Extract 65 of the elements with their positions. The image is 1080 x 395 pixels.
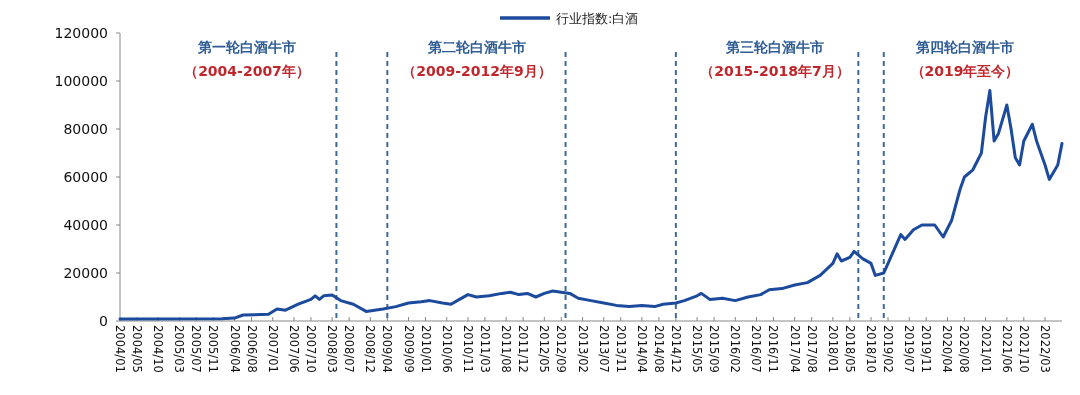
x-tick-label: 2006/04 <box>227 325 242 373</box>
x-tick-label: 2015/05 <box>690 325 705 373</box>
x-tick-label: 2011/03 <box>477 325 492 373</box>
x-tick-label: 2015/09 <box>707 325 722 373</box>
x-tick-label: 2019/02 <box>881 325 896 373</box>
x-tick-label: 2007/06 <box>286 325 301 373</box>
x-tick-label: 2017/04 <box>787 325 802 373</box>
y-tick-label: 0 <box>99 313 108 329</box>
x-tick-label: 2007/10 <box>303 325 318 373</box>
x-tick-label: 2019/07 <box>902 325 917 373</box>
x-tick-label: 2022/03 <box>1038 325 1053 373</box>
annotation: （2019年至今） <box>910 63 1020 79</box>
x-tick-label: 2017/08 <box>804 325 819 373</box>
x-tick-label: 2020/04 <box>940 325 955 373</box>
x-tick-label: 2013/07 <box>596 325 611 373</box>
x-tick-label: 2008/12 <box>363 325 378 373</box>
x-tick-label: 2006/08 <box>244 325 259 373</box>
x-tick-label: 2012/05 <box>537 325 552 373</box>
x-tick-label: 2012/09 <box>554 325 569 373</box>
y-tick-label: 80000 <box>63 121 108 137</box>
x-tick-label: 2016/11 <box>766 325 781 373</box>
x-tick-label: 2020/08 <box>957 325 972 373</box>
x-tick-label: 2016/07 <box>749 325 764 373</box>
x-tick-label: 2007/01 <box>265 325 280 373</box>
x-tick-label: 2021/01 <box>978 325 993 373</box>
x-tick-label: 2018/01 <box>825 325 840 373</box>
x-tick-label: 2004/01 <box>113 325 127 373</box>
y-tick-label: 20000 <box>63 265 108 281</box>
x-tick-label: 2005/11 <box>206 325 221 373</box>
x-tick-label: 2018/10 <box>864 325 879 373</box>
y-tick-label: 120000 <box>54 25 108 41</box>
x-tick-label: 2004/05 <box>129 325 144 373</box>
annotation: 第三轮白酒牛市 <box>725 39 824 55</box>
annotation: 第二轮白酒牛市 <box>427 39 526 55</box>
annotation: 第一轮白酒牛市 <box>197 39 296 55</box>
x-tick-label: 2009/09 <box>401 325 416 373</box>
x-tick-label: 2009/04 <box>380 325 395 373</box>
x-tick-label: 2010/11 <box>460 325 475 373</box>
x-tick-label: 2013/02 <box>575 325 590 373</box>
x-tick-label: 2021/10 <box>1016 325 1031 373</box>
x-tick-label: 2010/01 <box>418 325 433 373</box>
x-tick-label: 2014/04 <box>634 325 649 373</box>
legend-label: 行业指数:白酒 <box>556 11 639 26</box>
y-tick-label: 60000 <box>63 169 108 185</box>
x-tick-label: 2008/07 <box>342 325 357 373</box>
x-tick-label: 2008/03 <box>325 325 340 373</box>
x-tick-label: 2013/11 <box>613 325 628 373</box>
y-tick-label: 40000 <box>63 217 108 233</box>
x-tick-label: 2005/07 <box>189 325 204 373</box>
annotation: （2015-2018年7月） <box>700 63 850 79</box>
x-tick-label: 2016/02 <box>728 325 743 373</box>
x-tick-label: 2011/08 <box>499 325 514 373</box>
annotation: （2004-2007年） <box>184 63 310 79</box>
x-tick-label: 2004/10 <box>151 325 166 373</box>
x-tick-label: 2014/12 <box>668 325 683 373</box>
x-tick-label: 2011/12 <box>516 325 531 373</box>
x-tick-label: 2010/06 <box>439 325 454 373</box>
annotation: 第四轮白酒牛市 <box>915 39 1014 55</box>
x-tick-label: 2021/06 <box>999 325 1014 373</box>
annotation: （2009-2012年9月） <box>402 63 552 79</box>
x-tick-label: 2019/11 <box>919 325 934 373</box>
x-tick-label: 2018/05 <box>842 325 857 373</box>
x-tick-label: 2005/03 <box>172 325 187 373</box>
y-tick-label: 100000 <box>54 73 108 89</box>
x-tick-label: 2014/08 <box>651 325 666 373</box>
